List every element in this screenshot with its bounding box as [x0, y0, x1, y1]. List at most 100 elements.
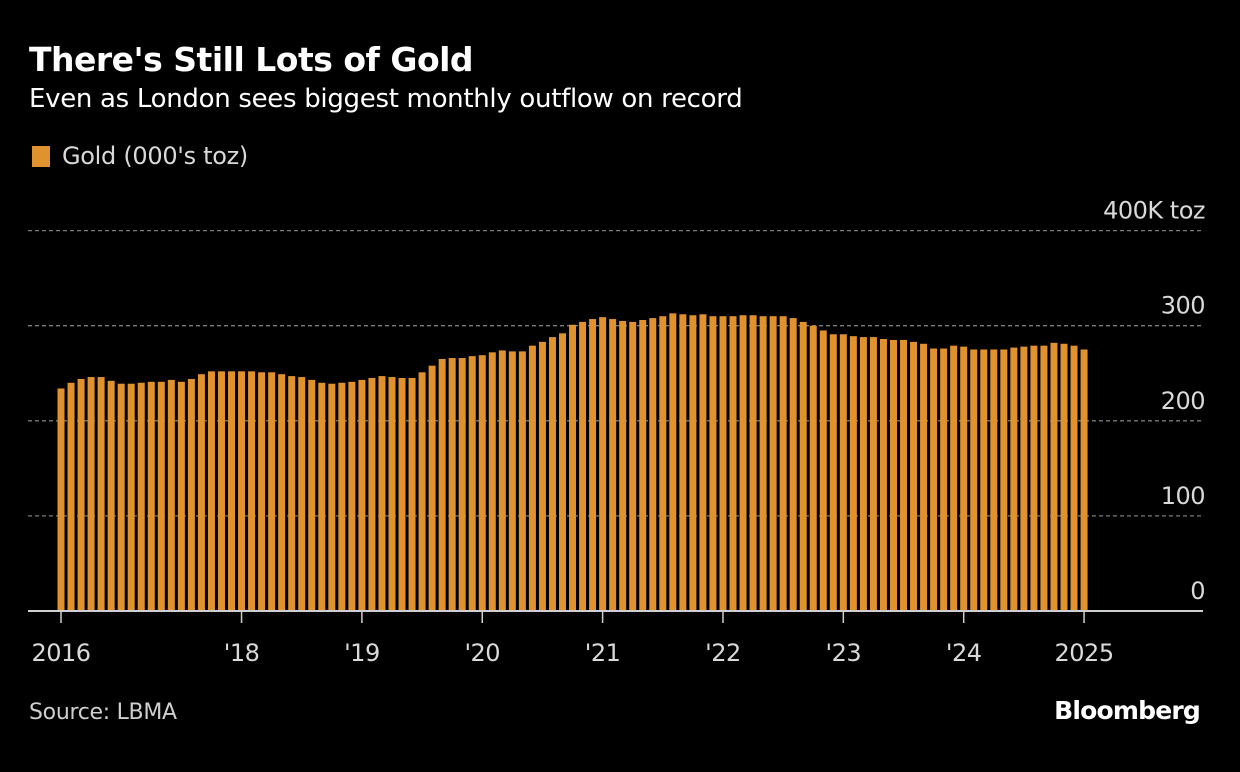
bar	[318, 382, 326, 611]
bar	[207, 371, 215, 611]
x-axis: 2016 '18 '19 '20 '21 '22 '23 '24 2025	[31, 611, 1114, 667]
bar	[107, 380, 115, 611]
bar	[679, 314, 687, 611]
x-tick-label: '23	[826, 639, 862, 667]
bar	[77, 378, 85, 611]
bar	[127, 383, 135, 611]
bar	[498, 350, 506, 611]
bar	[87, 377, 95, 611]
bar	[538, 341, 546, 611]
bar	[228, 371, 236, 611]
bar	[849, 336, 857, 611]
bar	[659, 316, 667, 611]
bars	[57, 313, 1088, 611]
bar	[328, 383, 336, 611]
bar	[438, 358, 446, 611]
bar	[639, 319, 647, 611]
bar	[217, 371, 225, 611]
bar	[248, 371, 256, 611]
bar	[619, 320, 627, 611]
bar	[779, 316, 787, 611]
bar	[338, 382, 346, 611]
bar	[458, 358, 466, 611]
y-tick-label: 300	[1161, 292, 1205, 320]
bar	[488, 352, 496, 611]
bar	[258, 372, 266, 611]
bar	[789, 318, 797, 611]
bar	[548, 337, 556, 611]
bar	[669, 313, 677, 611]
bar	[910, 341, 918, 611]
bar	[900, 339, 908, 611]
bar	[869, 337, 877, 611]
bar	[960, 346, 968, 611]
bar	[418, 372, 426, 611]
x-tick-label: '21	[585, 639, 621, 667]
bar	[950, 345, 958, 611]
bar	[358, 379, 366, 611]
bar	[829, 334, 837, 611]
bar	[348, 381, 356, 611]
bar	[1050, 342, 1058, 611]
bar	[759, 316, 767, 611]
bar	[940, 348, 948, 611]
bar	[67, 382, 75, 611]
bar	[609, 319, 617, 611]
bar	[177, 381, 185, 611]
bar	[57, 388, 65, 611]
bar	[398, 378, 406, 611]
bar	[1060, 343, 1068, 611]
source-note: Source: LBMA	[29, 700, 177, 725]
legend-swatch	[32, 145, 50, 167]
bar	[1030, 345, 1038, 611]
bar	[569, 324, 577, 611]
y-tick-label: 100	[1161, 482, 1205, 510]
x-tick-label: '24	[946, 639, 982, 667]
bar	[478, 355, 486, 611]
bar	[428, 365, 436, 611]
x-tick-label: '18	[224, 639, 260, 667]
bar	[769, 316, 777, 611]
bar	[408, 378, 416, 611]
bar	[689, 315, 697, 611]
bar	[238, 371, 246, 611]
bar	[97, 377, 105, 611]
bar	[1080, 349, 1088, 611]
y-tick-label: 0	[1190, 577, 1205, 605]
y-tick-label: 400K toz	[1103, 197, 1205, 225]
chart-subtitle: Even as London sees biggest monthly outf…	[29, 84, 743, 114]
bar	[187, 378, 195, 611]
bar	[629, 321, 637, 611]
bar	[518, 351, 526, 611]
bar	[589, 319, 597, 611]
bar	[799, 321, 807, 611]
bar	[970, 349, 978, 611]
x-tick-label: 2016	[31, 639, 90, 667]
bar	[889, 339, 897, 611]
y-tick-label: 200	[1161, 387, 1205, 415]
bar	[749, 315, 757, 611]
legend-label: Gold (000's toz)	[62, 142, 248, 170]
bar	[739, 315, 747, 611]
bar	[879, 339, 887, 611]
bar	[719, 316, 727, 611]
bar	[528, 345, 536, 611]
bar	[599, 317, 607, 611]
x-tick-label: '22	[705, 639, 741, 667]
bar	[980, 349, 988, 611]
x-tick-label: 2025	[1055, 639, 1114, 667]
bar	[368, 378, 376, 611]
bar	[709, 316, 717, 611]
y-axis-labels: 0 100 200 300 400K toz	[1103, 197, 1205, 605]
bar	[930, 348, 938, 611]
bar	[1070, 345, 1078, 611]
bar	[167, 379, 175, 611]
bar	[388, 377, 396, 611]
x-tick-label: '19	[344, 639, 380, 667]
bar	[1040, 345, 1048, 611]
bar	[1000, 349, 1008, 611]
bar	[839, 334, 847, 611]
bar	[859, 337, 867, 611]
bar	[288, 376, 296, 611]
